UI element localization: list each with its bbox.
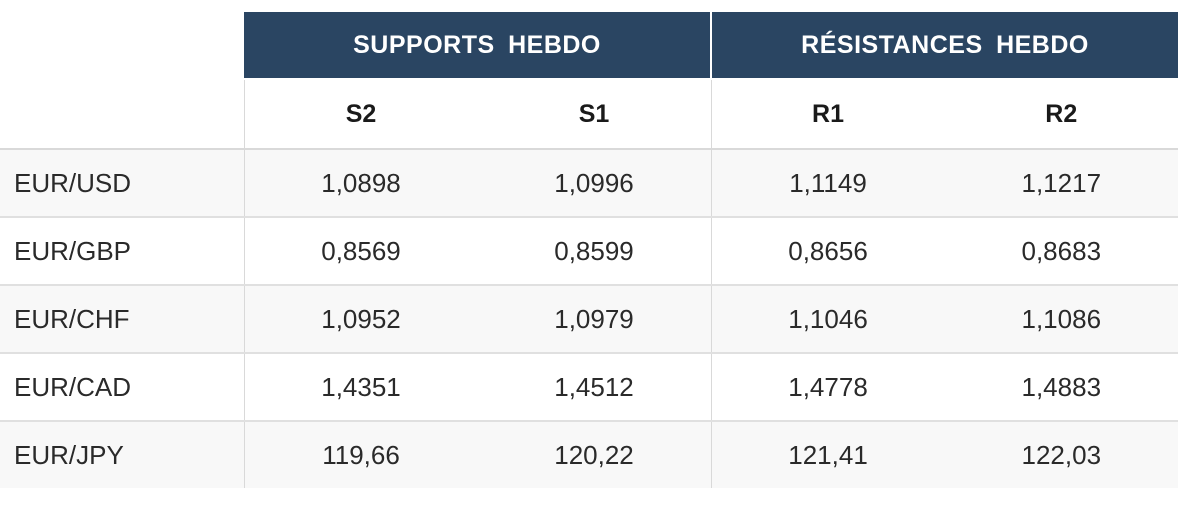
s2-cell: 0,8569 [244, 217, 478, 286]
r1-cell: 1,1149 [710, 149, 945, 218]
r1-cell: 1,1046 [710, 285, 945, 354]
s2-cell: 1,0898 [244, 149, 478, 218]
table-row: EUR/USD 1,0898 1,0996 1,1149 1,1217 [0, 149, 1179, 218]
r2-cell: 1,1217 [944, 149, 1179, 218]
support-resistance-table: SUPPORTS HEBDO RÉSISTANCES HEBDO S2 S1 R… [0, 12, 1179, 488]
table-row: EUR/JPY 119,66 120,22 121,41 122,03 [0, 421, 1179, 488]
s1-cell: 1,0996 [477, 149, 712, 218]
subheader-corner [0, 78, 244, 150]
column-header-r1: R1 [710, 78, 945, 150]
supports-group-header: SUPPORTS HEBDO [244, 12, 713, 79]
s1-cell: 0,8599 [477, 217, 712, 286]
currency-pair-cell: EUR/CAD [0, 353, 245, 422]
column-header-row: S2 S1 R1 R2 [0, 78, 1179, 150]
column-header-s1: S1 [477, 78, 712, 150]
currency-pair-cell: EUR/GBP [0, 217, 245, 286]
s2-cell: 1,0952 [244, 285, 478, 354]
s1-cell: 120,22 [477, 421, 712, 488]
table-row: EUR/CHF 1,0952 1,0979 1,1046 1,1086 [0, 285, 1179, 354]
s1-cell: 1,4512 [477, 353, 712, 422]
s2-cell: 1,4351 [244, 353, 478, 422]
group-header-row: SUPPORTS HEBDO RÉSISTANCES HEBDO [0, 12, 1179, 79]
r2-cell: 1,4883 [944, 353, 1179, 422]
resistances-group-header: RÉSISTANCES HEBDO [711, 12, 1179, 79]
r2-cell: 0,8683 [944, 217, 1179, 286]
table-row: EUR/GBP 0,8569 0,8599 0,8656 0,8683 [0, 217, 1179, 286]
table-row: EUR/CAD 1,4351 1,4512 1,4778 1,4883 [0, 353, 1179, 422]
s1-cell: 1,0979 [477, 285, 712, 354]
column-header-s2: S2 [243, 78, 478, 150]
r2-cell: 122,03 [944, 421, 1179, 488]
s2-cell: 119,66 [244, 421, 478, 488]
r1-cell: 0,8656 [710, 217, 945, 286]
currency-pair-cell: EUR/JPY [0, 421, 245, 488]
header-corner [0, 12, 244, 79]
r1-cell: 121,41 [710, 421, 945, 488]
r1-cell: 1,4778 [710, 353, 945, 422]
column-header-r2: R2 [944, 78, 1179, 150]
r2-cell: 1,1086 [944, 285, 1179, 354]
currency-pair-cell: EUR/USD [0, 149, 245, 218]
currency-pair-cell: EUR/CHF [0, 285, 245, 354]
levels-table-container: SUPPORTS HEBDO RÉSISTANCES HEBDO S2 S1 R… [0, 12, 1179, 488]
